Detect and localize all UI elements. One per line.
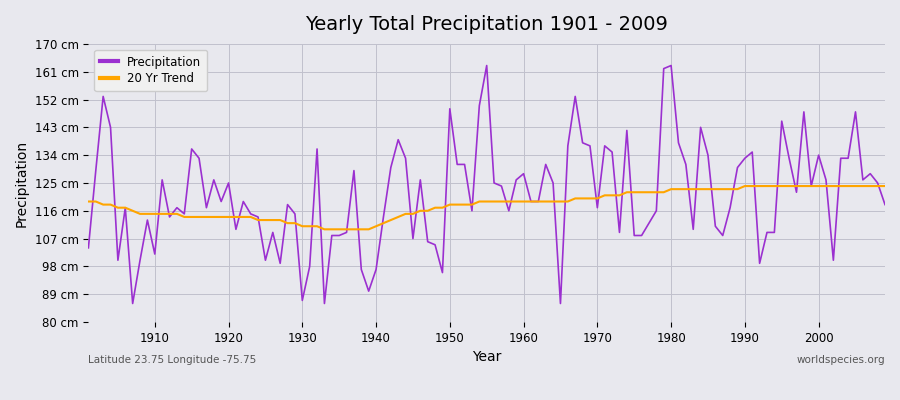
- Text: worldspecies.org: worldspecies.org: [796, 356, 885, 366]
- Precipitation: [127, 301, 138, 306]
- Precipitation: [533, 199, 544, 204]
- 20 Yr Trend: [319, 227, 329, 232]
- Precipitation: [879, 202, 890, 207]
- Precipitation: [149, 252, 160, 256]
- X-axis label: Year: Year: [472, 350, 501, 364]
- 20 Yr Trend: [879, 184, 890, 188]
- Precipitation: [83, 246, 94, 250]
- Text: Latitude 23.75 Longitude -75.75: Latitude 23.75 Longitude -75.75: [88, 356, 256, 366]
- Y-axis label: Precipitation: Precipitation: [15, 140, 29, 226]
- 20 Yr Trend: [356, 227, 366, 232]
- Line: Precipitation: Precipitation: [88, 66, 885, 304]
- 20 Yr Trend: [518, 199, 529, 204]
- Title: Yearly Total Precipitation 1901 - 2009: Yearly Total Precipitation 1901 - 2009: [305, 15, 668, 34]
- Precipitation: [621, 128, 632, 133]
- Precipitation: [356, 267, 366, 272]
- 20 Yr Trend: [526, 199, 536, 204]
- 20 Yr Trend: [614, 193, 625, 198]
- 20 Yr Trend: [304, 224, 315, 229]
- Legend: Precipitation, 20 Yr Trend: Precipitation, 20 Yr Trend: [94, 50, 207, 91]
- 20 Yr Trend: [142, 212, 153, 216]
- 20 Yr Trend: [83, 199, 94, 204]
- Precipitation: [482, 63, 492, 68]
- Line: 20 Yr Trend: 20 Yr Trend: [88, 186, 885, 229]
- 20 Yr Trend: [740, 184, 751, 188]
- Precipitation: [311, 146, 322, 151]
- Precipitation: [526, 199, 536, 204]
